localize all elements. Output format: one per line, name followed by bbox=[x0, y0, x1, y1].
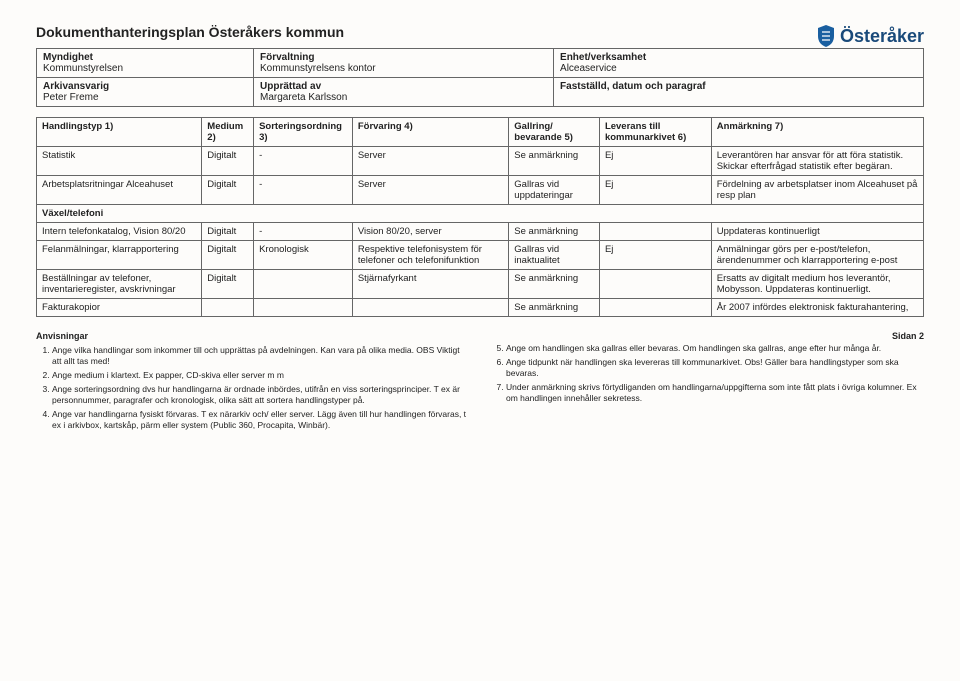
anvis-item: Under anmärkning skrivs förtydliganden o… bbox=[506, 382, 924, 404]
anvis-heading: Anvisningar bbox=[36, 331, 470, 343]
cell: Server bbox=[352, 176, 508, 205]
cell: Kronologisk bbox=[254, 241, 353, 270]
cell: - bbox=[254, 147, 353, 176]
cell: Digitalt bbox=[202, 176, 254, 205]
cell: Se anmärkning bbox=[509, 270, 600, 299]
cell: Se anmärkning bbox=[509, 299, 600, 317]
col-header: Leverans till kommunarkivet 6) bbox=[599, 118, 711, 147]
cell: Vision 80/20, server bbox=[352, 223, 508, 241]
cell: Arbetsplatsritningar Alceahuset bbox=[37, 176, 202, 205]
anvis-item: Ange om handlingen ska gallras eller bev… bbox=[506, 343, 924, 354]
anvis-item: Ange var handlingarna fysiskt förvaras. … bbox=[52, 409, 470, 431]
cell bbox=[202, 299, 254, 317]
cell bbox=[254, 299, 353, 317]
cell: - bbox=[254, 176, 353, 205]
col-header: Medium 2) bbox=[202, 118, 254, 147]
cell bbox=[599, 270, 711, 299]
cell: Beställningar av telefoner, inventariere… bbox=[37, 270, 202, 299]
table-row: Fakturakopior Se anmärkning År 2007 införd… bbox=[37, 299, 924, 317]
meta-cell: Fastställd, datum och paragraf bbox=[554, 78, 924, 107]
cell: Ej bbox=[599, 147, 711, 176]
cell: Gallras vid uppdateringar bbox=[509, 176, 600, 205]
meta-cell: Enhet/verksamhetAlceaservice bbox=[554, 49, 924, 78]
cell: Statistik bbox=[37, 147, 202, 176]
table-row: Beställningar av telefoner, inventariere… bbox=[37, 270, 924, 299]
anvis-item: Ange medium i klartext. Ex papper, CD-sk… bbox=[52, 370, 470, 381]
cell: Respektive telefonisystem för telefoner … bbox=[352, 241, 508, 270]
table-row: StatistikDigitalt-ServerSe anmärkningEjL… bbox=[37, 147, 924, 176]
anvis-item: Ange vilka handlingar som inkommer till … bbox=[52, 345, 470, 367]
cell: Ersatts av digitalt medium hos leverantö… bbox=[711, 270, 923, 299]
col-header: Handlingstyp 1) bbox=[37, 118, 202, 147]
anvis-item: Ange tidpunkt när handlingen ska leverer… bbox=[506, 357, 924, 379]
main-table: Handlingstyp 1)Medium 2)Sorteringsordnin… bbox=[36, 117, 924, 317]
brand-text: Österåker bbox=[840, 26, 924, 47]
col-header: Gallring/ bevarande 5) bbox=[509, 118, 600, 147]
col-header: Sorteringsordning 3) bbox=[254, 118, 353, 147]
col-header: Anmärkning 7) bbox=[711, 118, 923, 147]
shield-icon bbox=[816, 24, 836, 48]
cell: Digitalt bbox=[202, 241, 254, 270]
table-row: Växel/telefoni bbox=[37, 205, 924, 223]
anvis-item: Ange sorteringsordning dvs hur handlinga… bbox=[52, 384, 470, 406]
brand-logo: Österåker bbox=[816, 24, 924, 48]
section-cell: Växel/telefoni bbox=[37, 205, 924, 223]
cell: Uppdateras kontinuerligt bbox=[711, 223, 923, 241]
cell: Ej bbox=[599, 176, 711, 205]
cell: Stjärnafyrkant bbox=[352, 270, 508, 299]
cell bbox=[352, 299, 508, 317]
table-row: Arbetsplatsritningar AlceahusetDigitalt-… bbox=[37, 176, 924, 205]
cell bbox=[254, 270, 353, 299]
meta-cell: FörvaltningKommunstyrelsens kontor bbox=[254, 49, 554, 78]
anvis-right-list: Ange om handlingen ska gallras eller bev… bbox=[490, 343, 924, 404]
col-header: Förvaring 4) bbox=[352, 118, 508, 147]
cell: Fakturakopior bbox=[37, 299, 202, 317]
cell: Felanmälningar, klarrapportering bbox=[37, 241, 202, 270]
cell: - bbox=[254, 223, 353, 241]
table-row: Intern telefonkatalog, Vision 80/20Digit… bbox=[37, 223, 924, 241]
cell: Anmälningar görs per e-post/telefon, äre… bbox=[711, 241, 923, 270]
cell bbox=[599, 299, 711, 317]
header: Dokumenthanteringsplan Österåkers kommun… bbox=[36, 24, 924, 48]
page-number: Sidan 2 bbox=[490, 331, 924, 343]
cell: Digitalt bbox=[202, 270, 254, 299]
cell: År 2007 infördes elektronisk fakturahant… bbox=[711, 299, 923, 317]
meta-cell: ArkivansvarigPeter Freme bbox=[37, 78, 254, 107]
cell: Digitalt bbox=[202, 147, 254, 176]
cell: Server bbox=[352, 147, 508, 176]
cell: Intern telefonkatalog, Vision 80/20 bbox=[37, 223, 202, 241]
cell: Fördelning av arbetsplatser inom Alceahu… bbox=[711, 176, 923, 205]
cell: Gallras vid inaktualitet bbox=[509, 241, 600, 270]
cell: Ej bbox=[599, 241, 711, 270]
meta-cell: MyndighetKommunstyrelsen bbox=[37, 49, 254, 78]
meta-cell: Upprättad avMargareta Karlsson bbox=[254, 78, 554, 107]
anvis-left-list: Ange vilka handlingar som inkommer till … bbox=[36, 345, 470, 431]
cell: Digitalt bbox=[202, 223, 254, 241]
cell: Se anmärkning bbox=[509, 147, 600, 176]
cell: Se anmärkning bbox=[509, 223, 600, 241]
footnotes: Anvisningar Ange vilka handlingar som in… bbox=[36, 331, 924, 434]
doc-title: Dokumenthanteringsplan Österåkers kommun bbox=[36, 24, 816, 40]
meta-table: MyndighetKommunstyrelsenFörvaltningKommu… bbox=[36, 48, 924, 107]
cell bbox=[599, 223, 711, 241]
table-row: Felanmälningar, klarrapporteringDigitalt… bbox=[37, 241, 924, 270]
cell: Leverantören har ansvar för att föra sta… bbox=[711, 147, 923, 176]
